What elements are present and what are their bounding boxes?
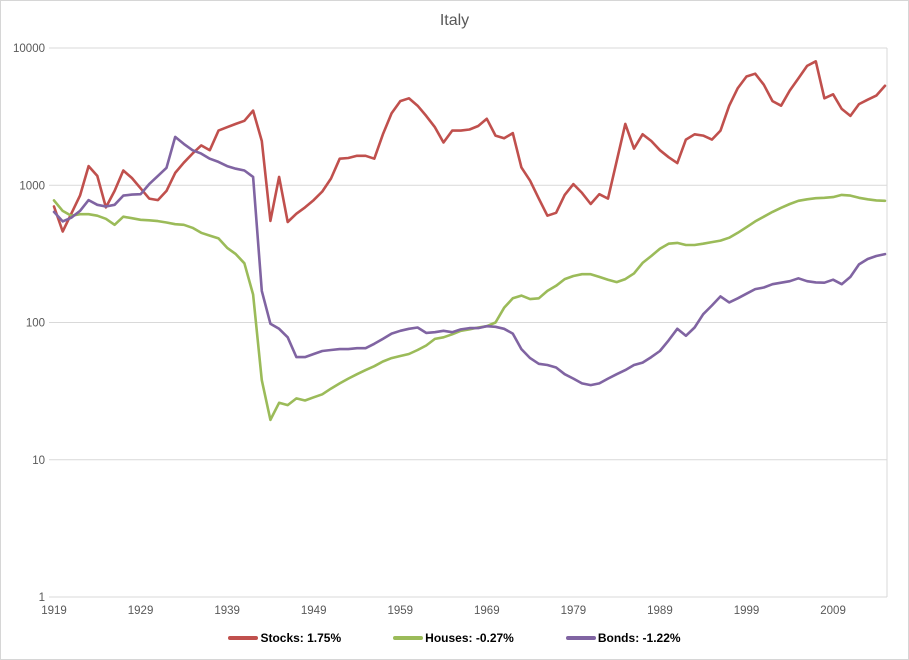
chart-title: Italy (439, 12, 470, 29)
houses-line (52, 193, 887, 422)
x-tick-label-1959: 1959 (387, 605, 413, 617)
houses-legend-label: Houses: -0.27% (425, 631, 514, 645)
bonds-line-swatch (565, 636, 596, 640)
legend-item-stocks: Stocks: 1.75% (228, 631, 341, 645)
y-tick-label-100: 100 (26, 318, 45, 330)
y-tick-label-10: 10 (32, 455, 45, 467)
x-tick-label-1979: 1979 (561, 605, 587, 617)
y-tick-label-1: 1 (39, 592, 45, 604)
x-tick-label-1919: 1919 (41, 605, 67, 617)
legend-item-bonds: Bonds: -1.22% (565, 631, 681, 645)
y-tick-label-1000: 1000 (19, 180, 45, 192)
x-tick-label-1949: 1949 (301, 605, 327, 617)
houses-line-swatch (393, 636, 424, 640)
legend: Stocks: 1.75% Houses: -0.27% Bonds: -1.2… (1, 631, 908, 645)
x-tick-label-1939: 1939 (214, 605, 240, 617)
x-tick-label-1969: 1969 (474, 605, 500, 617)
x-tick-label-1999: 1999 (734, 605, 760, 617)
bonds-legend-label: Bonds: -1.22% (597, 631, 681, 645)
x-tick-label-2009: 2009 (820, 605, 846, 617)
stocks-line (52, 59, 887, 233)
stocks-line-swatch (228, 636, 259, 640)
y-tick-label-10000: 10000 (13, 43, 45, 55)
x-tick-label-1989: 1989 (647, 605, 673, 617)
x-tick-label-1929: 1929 (128, 605, 154, 617)
stocks-legend-label: Stocks: 1.75% (260, 631, 342, 645)
bonds-line (52, 135, 887, 387)
legend-item-houses: Houses: -0.27% (393, 631, 514, 645)
